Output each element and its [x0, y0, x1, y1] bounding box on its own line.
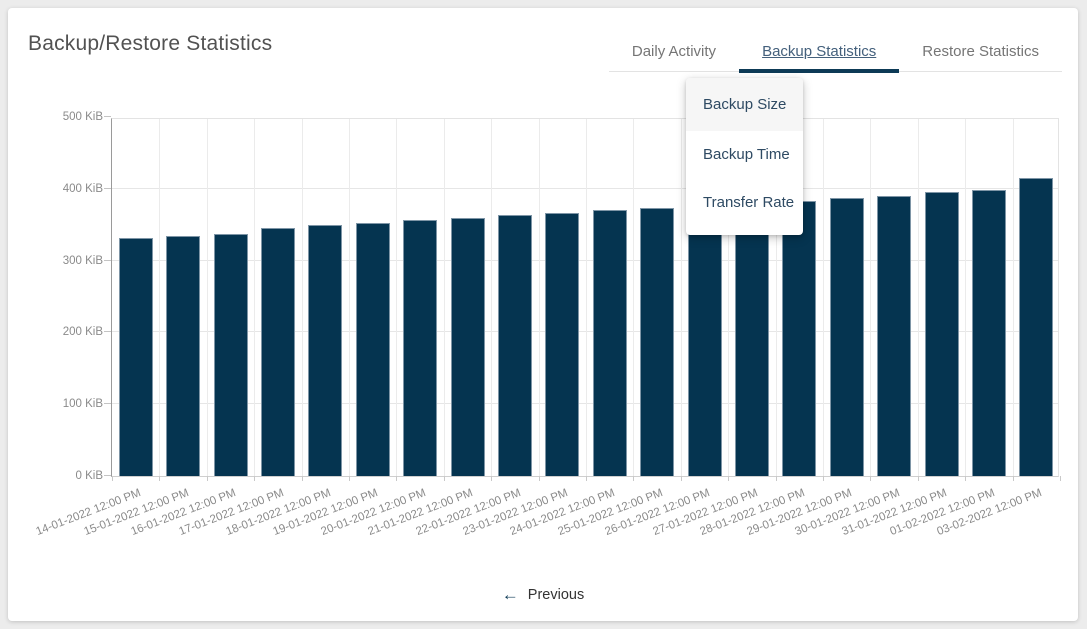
- tab-label: Backup Statistics: [762, 43, 877, 60]
- bar: [829, 198, 864, 476]
- bar: [877, 195, 912, 476]
- grid-line-horizontal: [112, 331, 1058, 333]
- bar: [971, 189, 1006, 476]
- grid-line-vertical: [586, 119, 587, 476]
- y-axis-label: 500 KiB: [62, 111, 103, 123]
- bar: [782, 201, 817, 476]
- x-axis-tick: [728, 476, 730, 481]
- grid-line-vertical: [491, 119, 493, 476]
- grid-line-vertical: [349, 119, 350, 476]
- x-axis-tick: [1060, 476, 1061, 481]
- bar: [592, 210, 627, 476]
- x-axis-tick: [206, 476, 208, 481]
- bar: [687, 205, 722, 476]
- bar-chart: 0 KiB 100 KiB 200 KiB 300 KiB 400 KiB 500 KiB…: [35, 111, 1061, 538]
- tab-daily-activity[interactable]: Daily Activity: [609, 32, 739, 72]
- tab-backup-statistics[interactable]: Backup Statistics: [739, 32, 900, 73]
- x-axis-tick: [633, 476, 635, 481]
- statistics-card: Backup/Restore Statistics Daily Activity…: [8, 8, 1078, 621]
- grid-line-horizontal: [112, 259, 1058, 261]
- grid-line-vertical: [680, 119, 682, 476]
- x-axis-tick: [112, 476, 113, 481]
- x-axis-tick: [349, 476, 350, 481]
- grid-line-vertical: [159, 119, 161, 476]
- menu-item-backup-time[interactable]: Backup Time: [703, 146, 790, 163]
- y-axis-tick: [104, 187, 111, 189]
- y-axis-tick: [104, 259, 111, 261]
- grid-line-horizontal: [112, 403, 1058, 405]
- arrow-left-icon: ←: [501, 585, 519, 604]
- grid-line-vertical: [775, 119, 777, 476]
- bar: [308, 224, 343, 476]
- x-axis-tick: [775, 476, 777, 481]
- menu-item-backup-size[interactable]: Backup Size: [686, 78, 803, 131]
- bar: [1019, 178, 1054, 476]
- y-axis-tick: [104, 475, 111, 476]
- tab-restore-statistics[interactable]: Restore Statistics: [899, 32, 1062, 72]
- y-axis-label: 200 KiB: [62, 326, 103, 339]
- tab-label: Daily Activity: [631, 43, 717, 60]
- previous-label: Previous: [527, 586, 585, 603]
- x-axis-tick: [396, 476, 398, 481]
- grid-line-vertical: [870, 119, 872, 476]
- grid-line-vertical: [443, 119, 445, 476]
- grid-line-vertical: [965, 119, 967, 476]
- x-axis-tick: [491, 476, 493, 481]
- grid-line-vertical: [206, 119, 208, 476]
- y-axis-label: 300 KiB: [62, 254, 103, 267]
- x-axis-tick: [1012, 476, 1014, 481]
- x-axis-tick: [538, 476, 540, 481]
- y-axis-tick: [104, 116, 111, 117]
- x-axis-tick: [917, 476, 919, 481]
- bar: [640, 208, 675, 476]
- x-axis-tick: [159, 476, 161, 481]
- x-axis-tick: [254, 476, 256, 481]
- bar: [118, 238, 153, 476]
- x-axis-tick: [443, 476, 445, 481]
- y-axis-label: 400 KiB: [62, 182, 103, 195]
- grid-line-vertical: [633, 119, 635, 476]
- grid-line-horizontal: [112, 187, 1058, 189]
- active-tab-indicator: [739, 69, 900, 73]
- statistics-type-menu: Backup Size Backup Time Transfer Rate: [686, 78, 803, 235]
- menu-item-transfer-rate[interactable]: Transfer Rate: [703, 194, 795, 211]
- grid-line-vertical: [301, 119, 303, 476]
- tab-bar: Daily Activity Backup Statistics Restore…: [608, 32, 1062, 73]
- grid-line-vertical: [396, 119, 398, 476]
- y-axis-label: 100 KiB: [62, 398, 103, 411]
- x-axis-tick: [301, 476, 303, 481]
- grid-line-vertical: [254, 119, 256, 476]
- y-axis-label: 0 KiB: [75, 470, 104, 482]
- x-axis-tick: [680, 476, 682, 481]
- bar: [166, 236, 201, 476]
- tab-label: Restore Statistics: [922, 43, 1039, 60]
- grid-line-vertical: [1012, 119, 1014, 476]
- y-axis-tick: [104, 403, 111, 405]
- grid-line-vertical: [728, 119, 730, 476]
- pagination: ← Previous: [8, 586, 1078, 605]
- bar: [924, 192, 959, 476]
- x-axis-tick: [586, 476, 587, 481]
- y-axis-tick: [104, 331, 111, 333]
- page-title: Backup/Restore Statistics: [28, 32, 273, 55]
- grid-line-vertical: [917, 119, 919, 476]
- bar: [734, 203, 769, 476]
- bar: [355, 223, 390, 476]
- bar: [403, 219, 438, 476]
- grid-line-vertical: [538, 119, 540, 476]
- grid-line-vertical: [823, 119, 824, 476]
- bar: [450, 217, 485, 476]
- x-axis-tick: [965, 476, 967, 481]
- x-axis-tick: [870, 476, 872, 481]
- bar: [213, 234, 248, 476]
- previous-button[interactable]: ← Previous: [502, 586, 584, 603]
- x-axis-tick: [823, 476, 824, 481]
- bar: [260, 228, 295, 476]
- bar: [545, 212, 580, 476]
- bar: [497, 215, 532, 476]
